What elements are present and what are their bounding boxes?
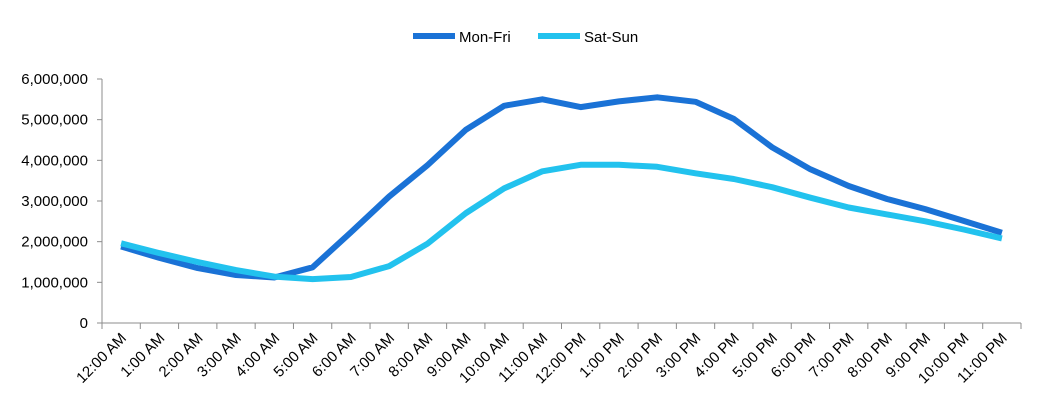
series-layer xyxy=(120,94,1003,283)
legend-label: Mon-Fri xyxy=(459,29,511,46)
x-axis: 12:00 AM1:00 AM2:00 AM3:00 AM4:00 AM5:00… xyxy=(73,322,1022,387)
y-tick-label: 4,000,000 xyxy=(21,152,88,169)
y-tick-label: 3,000,000 xyxy=(21,193,88,210)
legend-label: Sat-Sun xyxy=(584,29,638,46)
y-tick-label: 2,000,000 xyxy=(21,234,88,251)
legend: Mon-Fri Sat-Sun xyxy=(413,29,638,46)
series-line-2 xyxy=(120,161,1003,283)
y-tick-label: 0 xyxy=(80,315,88,332)
y-axis: 0 1,000,000 2,000,000 3,000,000 4,000,000 5,0… xyxy=(21,71,103,332)
y-tick-label: 1,000,000 xyxy=(21,274,88,291)
y-tick-label: 6,000,000 xyxy=(21,71,88,88)
series-line-1 xyxy=(120,94,1003,281)
y-tick-label: 5,000,000 xyxy=(21,112,88,129)
x-tick-label: 12:00 AM xyxy=(73,330,130,387)
